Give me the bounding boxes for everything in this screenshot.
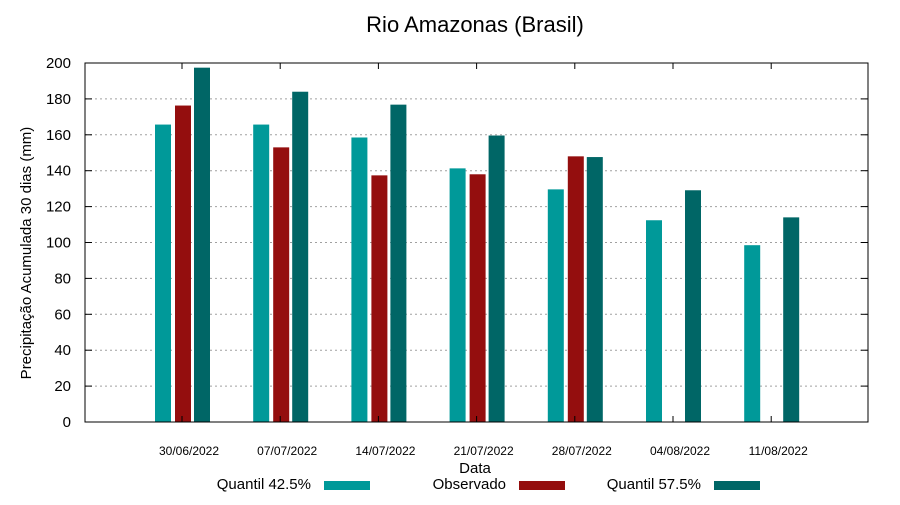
legend-label: Quantil 42.5%: [217, 476, 311, 493]
x-axis: 30/06/2022 07/07/2022 14/07/2022 21/07/2022…: [159, 63, 808, 458]
bar-2-07/07/2022: [273, 147, 290, 423]
x-tick-label: 11/08/2022: [749, 444, 808, 458]
bar-1-28/07/2022: [547, 189, 564, 422]
x-tick-label: 28/07/2022: [552, 444, 612, 458]
legend: Quantil 42.5% Observado Quantil 57.5%: [217, 476, 760, 493]
bar-2-28/07/2022: [567, 156, 584, 422]
bars: [155, 67, 800, 423]
chart-title: Rio Amazonas (Brasil): [366, 12, 584, 37]
y-tick-label: 200: [46, 55, 71, 72]
legend-label: Quantil 57.5%: [607, 476, 701, 493]
legend-swatch: [324, 481, 370, 490]
bar-1-07/07/2022: [253, 124, 270, 423]
x-tick-label: 30/06/2022: [159, 444, 219, 458]
bar-3-14/07/2022: [390, 104, 407, 423]
bar-3-21/07/2022: [488, 135, 505, 422]
x-axis-label: Data: [459, 460, 491, 477]
x-tick-label: 14/07/2022: [355, 444, 415, 458]
y-tick-label: 180: [46, 91, 71, 108]
y-tick-label: 120: [46, 199, 71, 216]
bar-3-04/08/2022: [685, 190, 701, 422]
bar-3-30/06/2022: [194, 67, 210, 423]
y-tick-label: 100: [46, 235, 71, 252]
y-axis-label: Precipitação Acumulada 30 dias (mm): [18, 127, 35, 380]
bar-2-30/06/2022: [175, 105, 191, 422]
bar-2-21/07/2022: [469, 174, 486, 422]
y-tick-label: 0: [63, 414, 71, 431]
bar-1-11/08/2022: [744, 245, 761, 422]
bar-2-14/07/2022: [371, 175, 388, 422]
y-tick-label: 140: [46, 163, 71, 180]
y-tick-label: 80: [54, 270, 71, 287]
legend-swatch: [519, 481, 565, 490]
y-tick-label: 160: [46, 127, 71, 144]
bar-3-07/07/2022: [292, 91, 309, 422]
bar-1-21/07/2022: [449, 168, 466, 422]
legend-label: Observado: [433, 476, 506, 493]
y-tick-label: 40: [54, 342, 71, 359]
bar-1-14/07/2022: [351, 137, 368, 422]
x-tick-label: 04/08/2022: [650, 444, 710, 458]
bar-1-30/06/2022: [155, 124, 171, 423]
legend-swatch: [714, 481, 760, 490]
x-tick-label: 21/07/2022: [454, 444, 514, 458]
y-tick-label: 20: [54, 378, 71, 395]
x-tick-label: 07/07/2022: [257, 444, 317, 458]
bar-1-04/08/2022: [646, 220, 662, 422]
bar-3-11/08/2022: [783, 217, 800, 422]
y-tick-label: 60: [54, 306, 71, 323]
bar-3-28/07/2022: [586, 157, 603, 423]
y-axis: 0 20 40 60 80 100 120 140 160 180 200: [46, 55, 868, 431]
